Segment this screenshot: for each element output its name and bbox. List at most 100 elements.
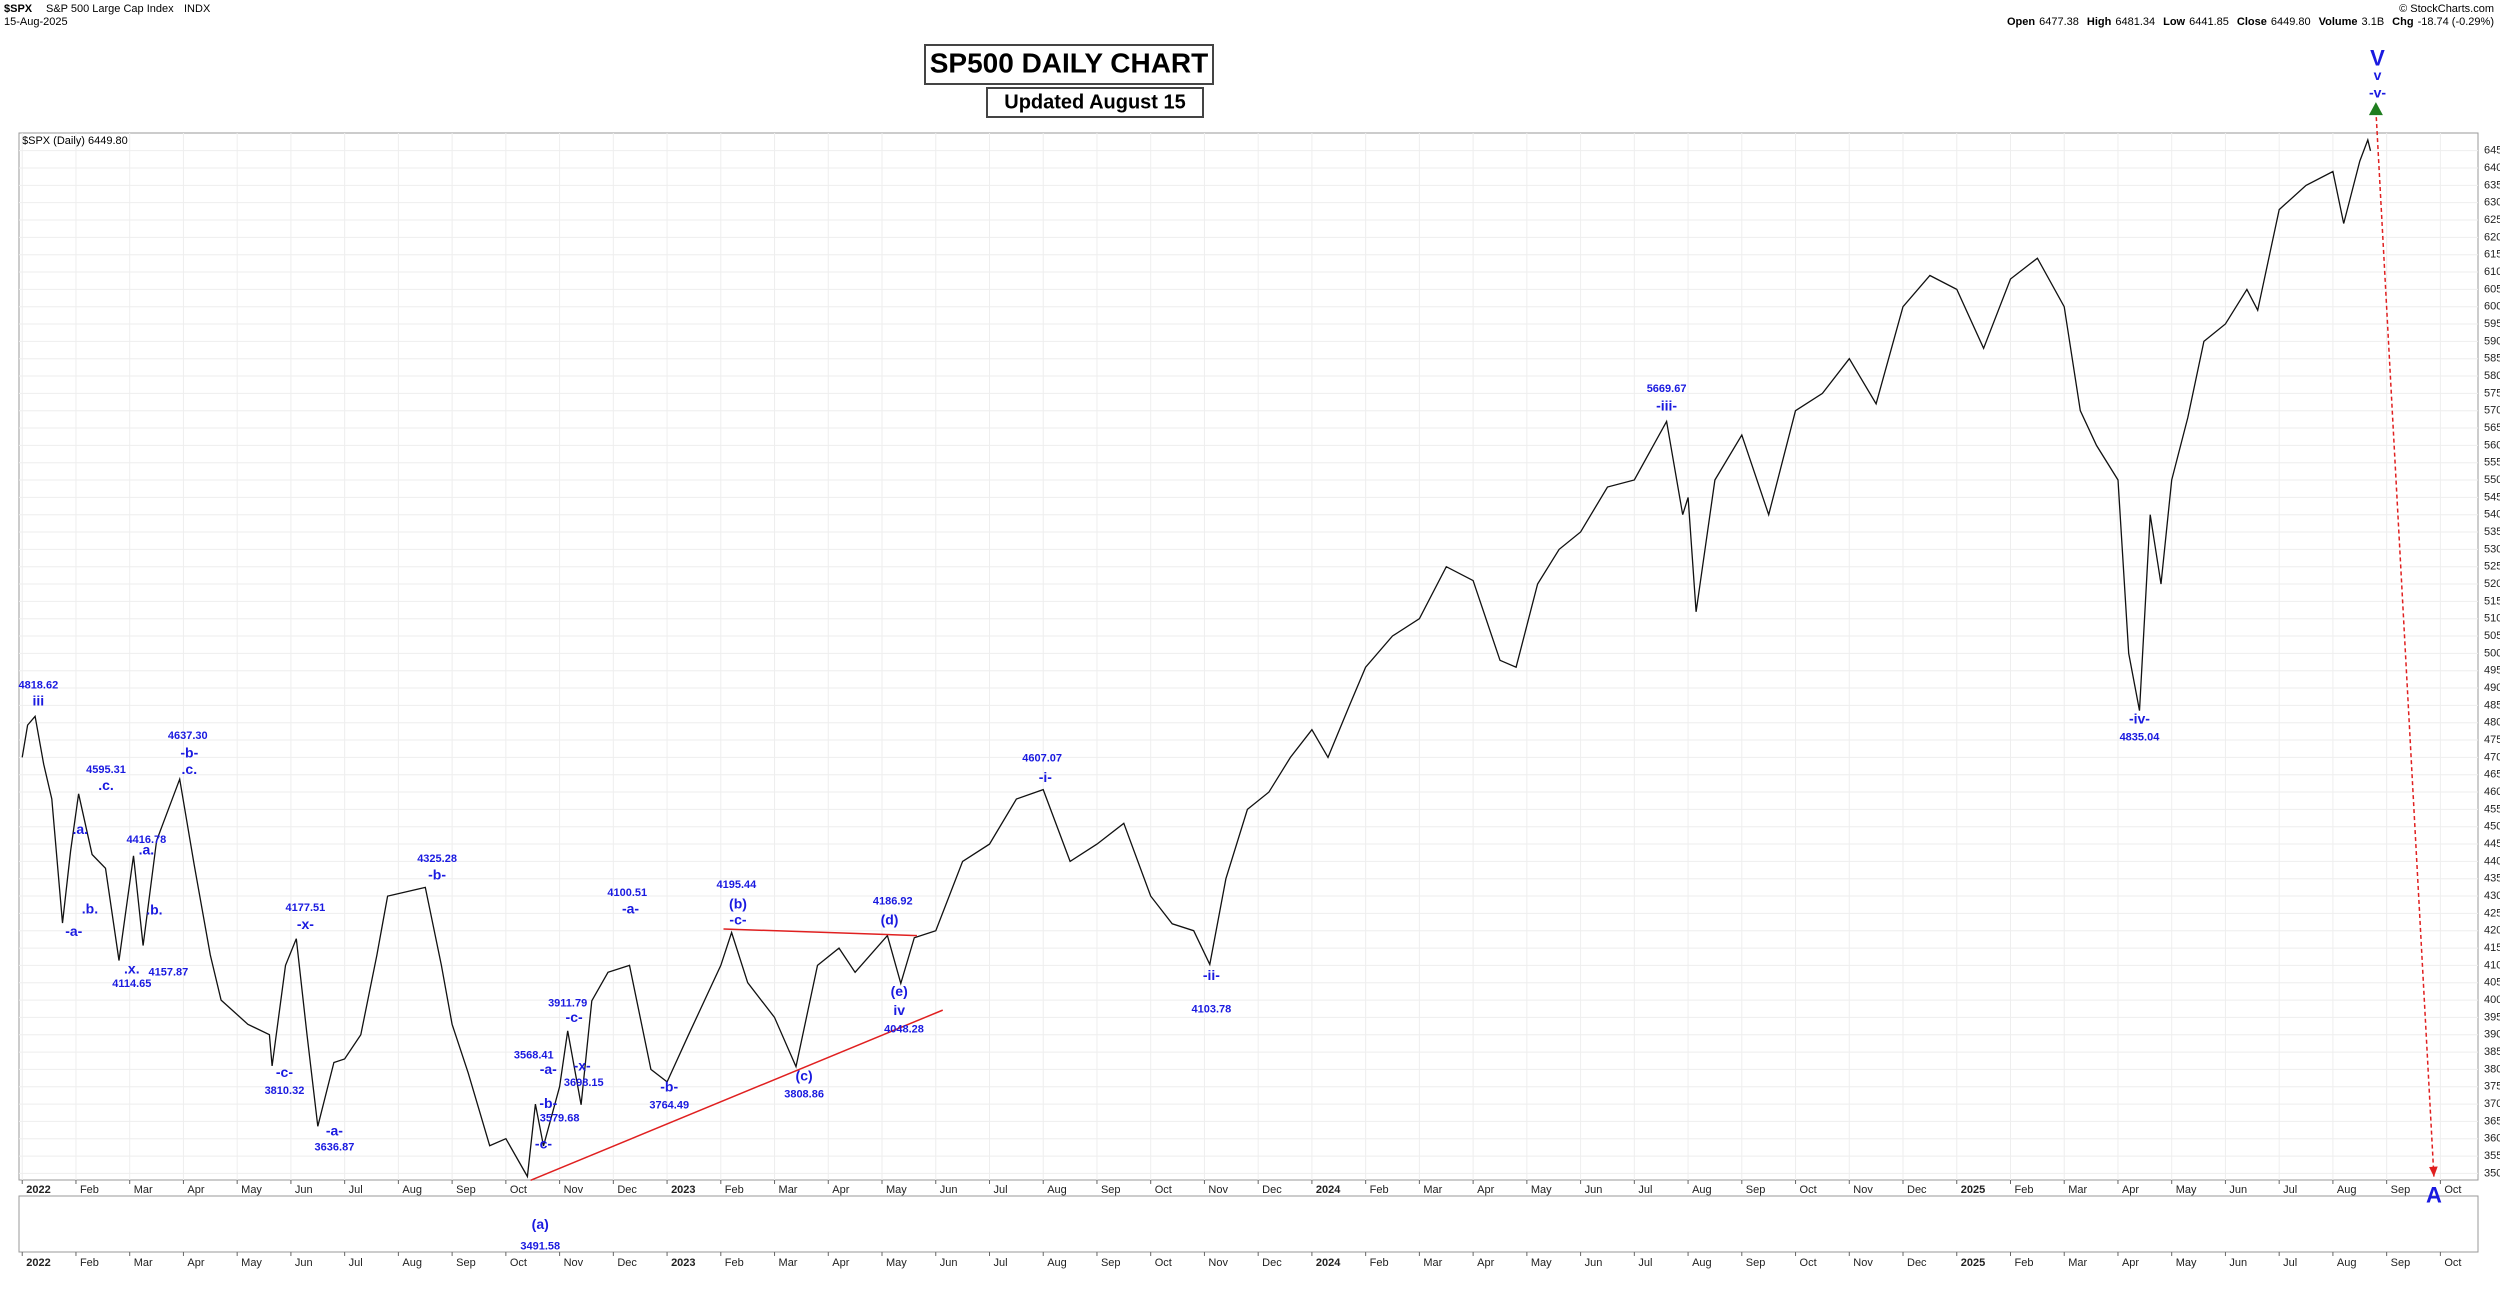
x-tick-label: Dec xyxy=(617,1184,637,1196)
x-tick-label: May xyxy=(886,1184,907,1196)
y-tick-label: 5250 xyxy=(2484,561,2500,573)
x-tick-label: Feb xyxy=(725,1257,744,1269)
x-tick-label: Feb xyxy=(80,1257,99,1269)
y-tick-label: 4900 xyxy=(2484,682,2500,694)
x-tick-label: Nov xyxy=(1208,1257,1228,1269)
x-tick-label: 2022 xyxy=(26,1257,50,1269)
wave-label: iv xyxy=(893,1002,905,1018)
x-tick-label: Mar xyxy=(1423,1257,1442,1269)
wave-label: 4114.65 xyxy=(112,978,151,990)
wave-label: -c- xyxy=(729,912,746,928)
y-tick-label: 5750 xyxy=(2484,387,2500,399)
x-tick-label: Aug xyxy=(1692,1184,1712,1196)
y-tick-label: 3500 xyxy=(2484,1167,2500,1179)
quote-label: High xyxy=(2087,16,2112,28)
y-tick-label: 5150 xyxy=(2484,595,2500,607)
y-tick-label: 4750 xyxy=(2484,734,2500,746)
x-tick-label: Nov xyxy=(1853,1257,1873,1269)
y-tick-label: 3550 xyxy=(2484,1150,2500,1162)
x-tick-label: Jun xyxy=(940,1184,958,1196)
y-tick-label: 5200 xyxy=(2484,578,2500,590)
quote-value: 6441.85 xyxy=(2189,16,2229,28)
x-tick-label: Dec xyxy=(1907,1184,1927,1196)
x-tick-label: Aug xyxy=(2337,1257,2357,1269)
x-tick-label: Oct xyxy=(510,1257,527,1269)
x-tick-label: Oct xyxy=(2444,1184,2461,1196)
wave-label: -iii- xyxy=(1656,398,1677,414)
y-tick-label: 4500 xyxy=(2484,821,2500,833)
x-tick-label: Jun xyxy=(1585,1257,1603,1269)
quote: Open 6477.38 High 6481.34 Low 6441.85 Close 644… xyxy=(2007,16,2494,28)
wave-label: (e) xyxy=(891,983,908,999)
x-tick-label: Feb xyxy=(1370,1257,1389,1269)
x-tick-label: Mar xyxy=(779,1184,798,1196)
wave-label: -i- xyxy=(1039,769,1053,785)
quote-label: Chg xyxy=(2392,16,2413,28)
x-tick-label: Jul xyxy=(349,1257,363,1269)
x-tick-label: Oct xyxy=(1800,1184,1817,1196)
symbol: $SPX xyxy=(4,3,33,15)
wave-label: .b. xyxy=(146,902,162,918)
x-tick-label: Oct xyxy=(1800,1257,1817,1269)
y-tick-label: 3700 xyxy=(2484,1098,2500,1110)
quote-label: Open xyxy=(2007,16,2035,28)
x-tick-label: Sep xyxy=(1746,1257,1766,1269)
wave-label: 4157.87 xyxy=(149,967,189,979)
wave-label: (b) xyxy=(729,895,747,911)
y-tick-label: 3950 xyxy=(2484,1011,2500,1023)
trendline xyxy=(723,928,917,937)
wave-label: 3491.58 xyxy=(520,1240,560,1252)
x-tick-label: May xyxy=(2176,1257,2197,1269)
x-tick-label: Mar xyxy=(2068,1257,2087,1269)
y-tick-label: 3750 xyxy=(2484,1081,2500,1093)
x-tick-label: Feb xyxy=(2014,1257,2033,1269)
x-tick-label: May xyxy=(886,1257,907,1269)
wave-label: -b- xyxy=(660,1078,678,1094)
wave-label: -x- xyxy=(574,1057,591,1073)
y-tick-label: 3800 xyxy=(2484,1063,2500,1075)
x-tick-label: Oct xyxy=(1155,1184,1172,1196)
wave-label: -c- xyxy=(566,1009,583,1025)
x-tick-label: 2022 xyxy=(26,1184,50,1196)
y-tick-label: 3650 xyxy=(2484,1115,2500,1127)
wave-label: 4325.28 xyxy=(417,853,457,865)
x-tick-label: Apr xyxy=(2122,1184,2139,1196)
x-tick-label: Sep xyxy=(456,1257,476,1269)
x-tick-label: May xyxy=(241,1257,262,1269)
y-tick-label: 5850 xyxy=(2484,353,2500,365)
x-tick-label: Sep xyxy=(1101,1184,1121,1196)
x-tick-label: Jun xyxy=(295,1257,313,1269)
x-tick-label: 2023 xyxy=(671,1257,695,1269)
wave-label: 3579.68 xyxy=(540,1113,580,1125)
y-tick-label: 6150 xyxy=(2484,249,2500,261)
x-tick-label: Jun xyxy=(1585,1184,1603,1196)
quote-value: 6481.34 xyxy=(2115,16,2155,28)
quote-value: -18.74 (-0.29%) xyxy=(2418,16,2494,28)
y-tick-label: 4400 xyxy=(2484,855,2500,867)
x-tick-label: Jun xyxy=(940,1257,958,1269)
x-tick-label: Aug xyxy=(1047,1257,1067,1269)
x-tick-label: Aug xyxy=(1047,1184,1067,1196)
y-tick-label: 4650 xyxy=(2484,769,2500,781)
y-tick-label: 5900 xyxy=(2484,335,2500,347)
x-tick-label: Dec xyxy=(617,1257,637,1269)
wave-label: 3808.86 xyxy=(784,1088,824,1100)
wave-label: 4048.28 xyxy=(884,1023,924,1035)
quote-value: 6477.38 xyxy=(2039,16,2079,28)
quote-value: 6449.80 xyxy=(2271,16,2311,28)
wave-label: .a. xyxy=(72,821,88,837)
x-tick-label: Jun xyxy=(295,1184,313,1196)
y-tick-label: 6050 xyxy=(2484,283,2500,295)
x-tick-label: Jul xyxy=(349,1184,363,1196)
y-tick-label: 3850 xyxy=(2484,1046,2500,1058)
x-tick-label: Sep xyxy=(2391,1184,2411,1196)
x-tick-label: Oct xyxy=(510,1184,527,1196)
wave-label: (c) xyxy=(796,1067,813,1083)
x-tick-label: Dec xyxy=(1262,1257,1282,1269)
quote-value: 3.1B xyxy=(2362,16,2385,28)
x-tick-label: May xyxy=(241,1184,262,1196)
x-tick-label: Apr xyxy=(832,1184,849,1196)
y-tick-label: 6250 xyxy=(2484,214,2500,226)
y-tick-label: 5350 xyxy=(2484,526,2500,538)
x-tick-label: Dec xyxy=(1907,1257,1927,1269)
